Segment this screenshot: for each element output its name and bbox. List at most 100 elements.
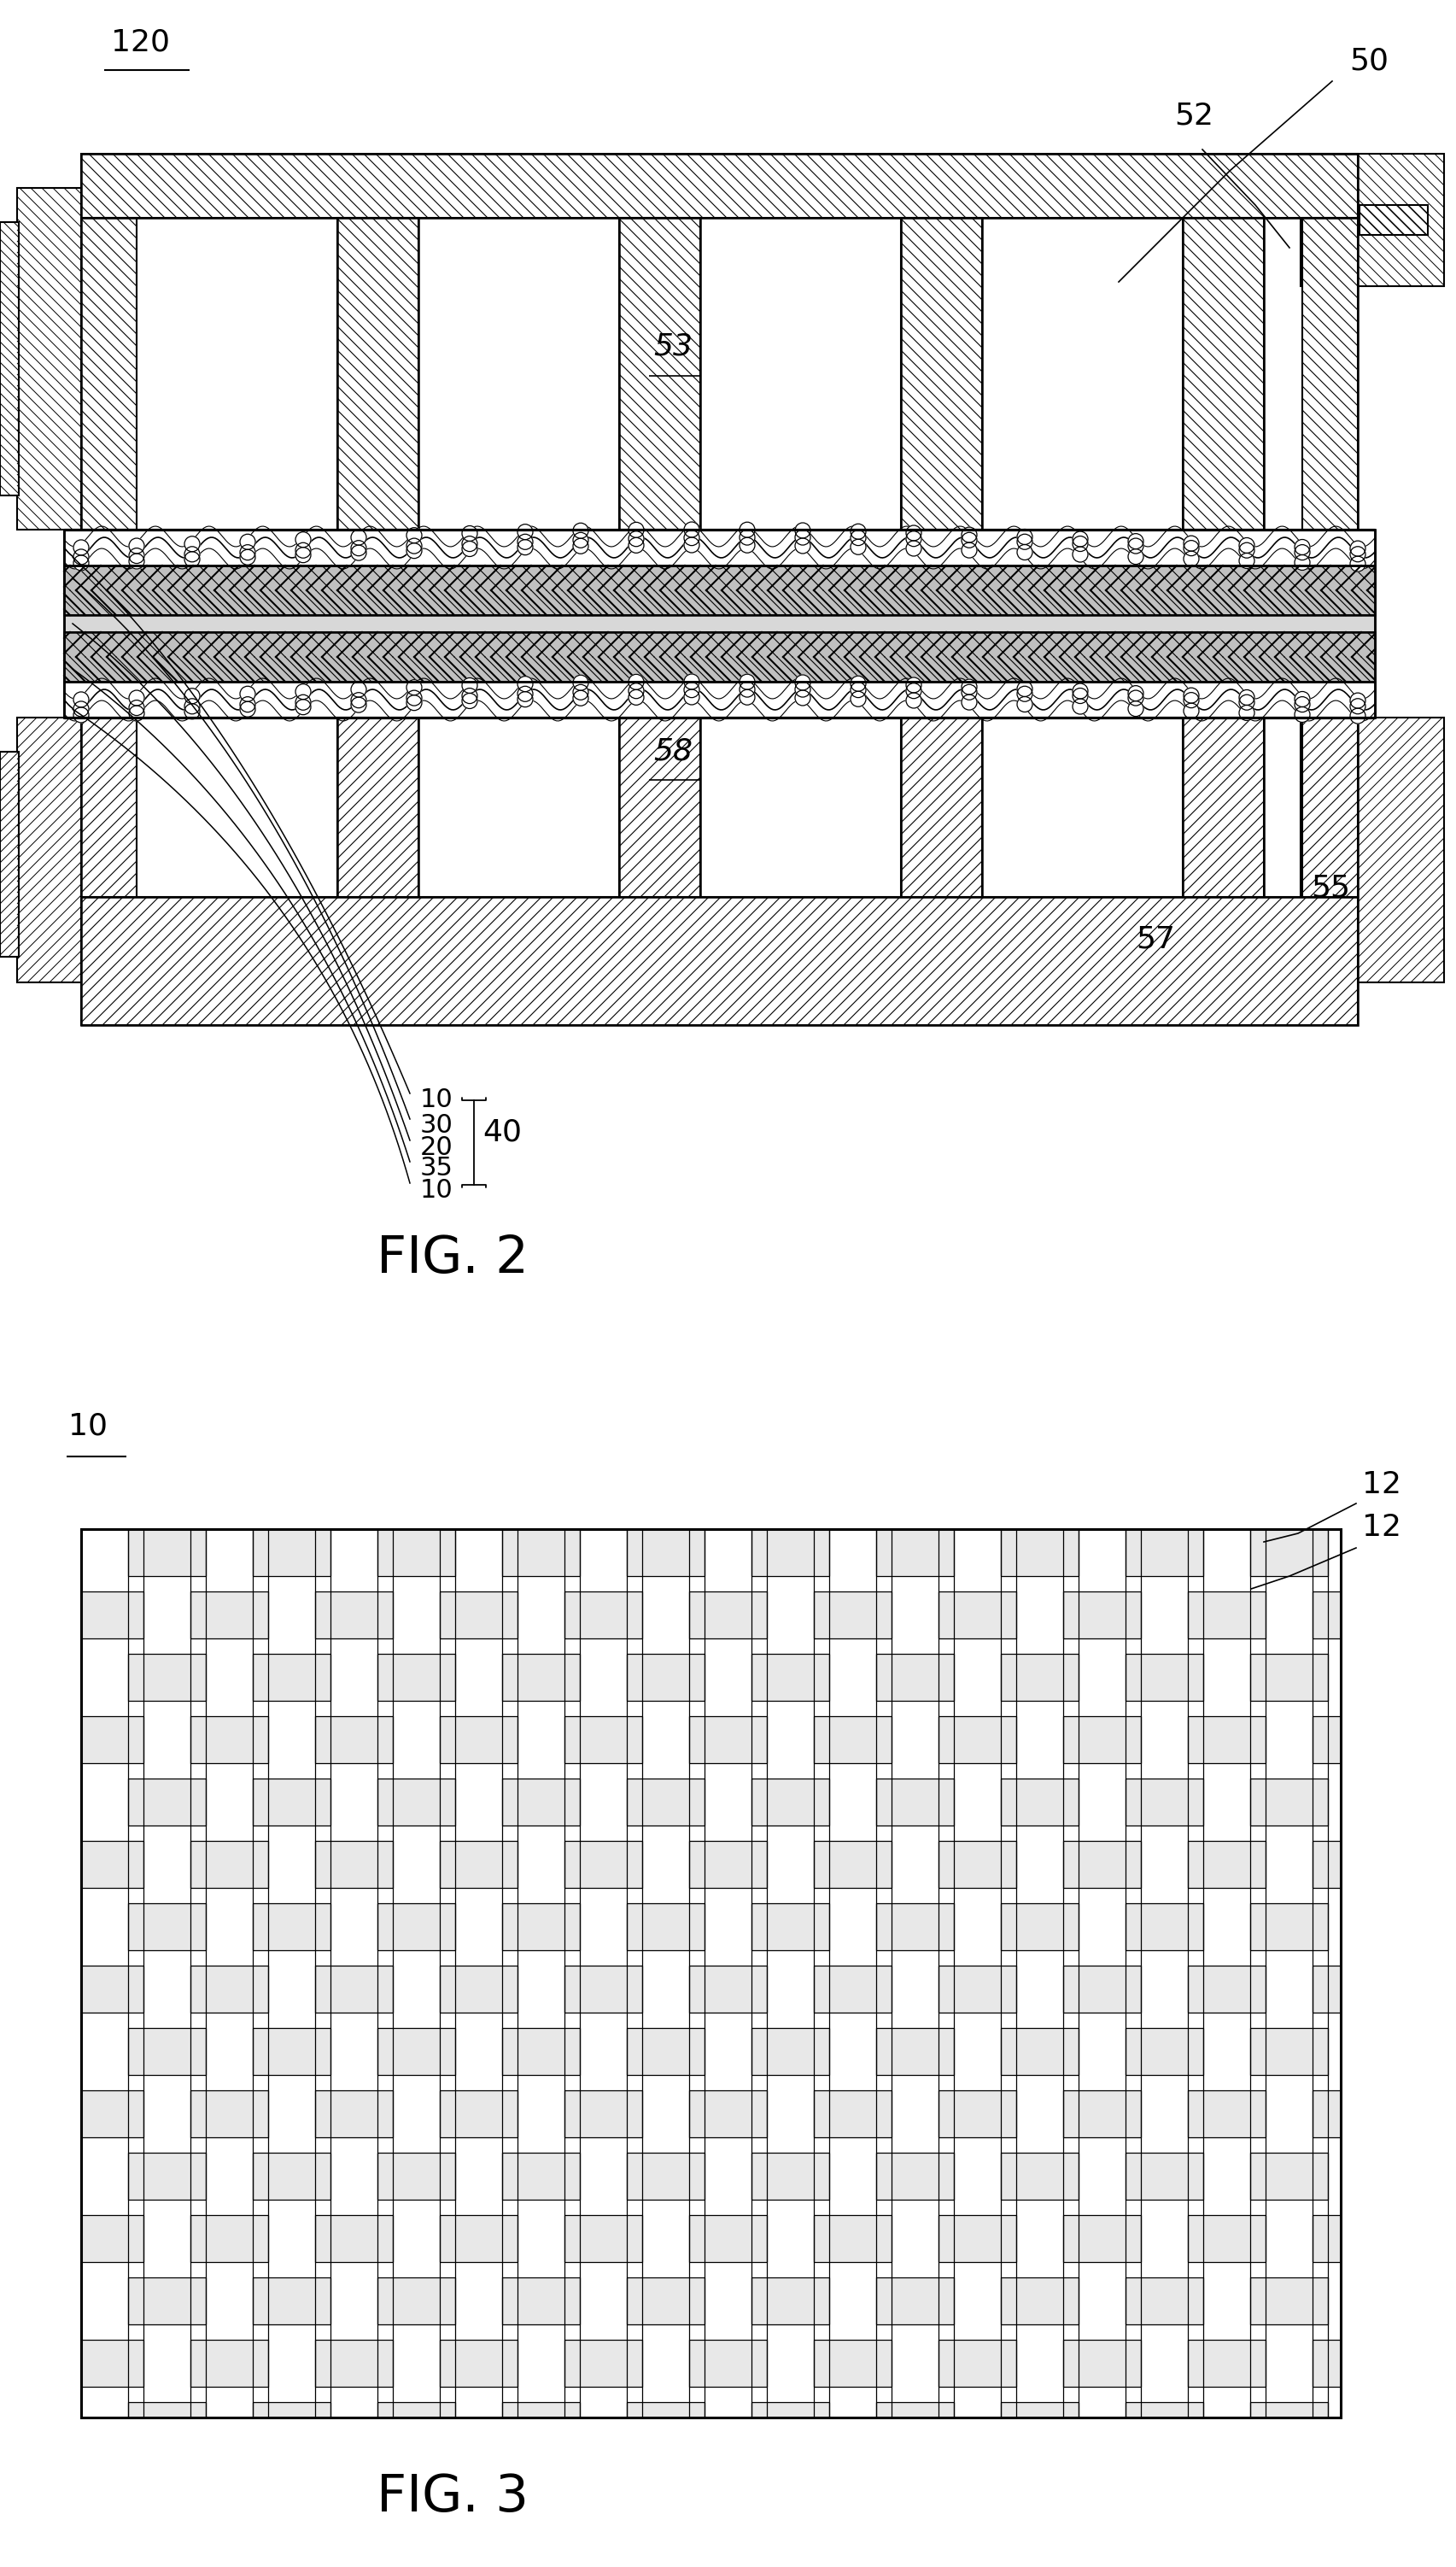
Circle shape bbox=[906, 531, 920, 547]
Bar bbox=[766, 1592, 814, 1638]
Bar bbox=[828, 1710, 875, 1771]
Bar bbox=[828, 2208, 875, 2269]
Bar bbox=[331, 2154, 377, 2200]
Bar bbox=[705, 2269, 751, 2331]
Circle shape bbox=[1239, 537, 1254, 552]
Circle shape bbox=[1182, 693, 1198, 708]
Bar bbox=[766, 2020, 814, 2082]
Bar bbox=[954, 1530, 1000, 1584]
Bar bbox=[1358, 205, 1427, 236]
Bar bbox=[828, 2082, 875, 2146]
Bar bbox=[619, 218, 700, 529]
Bar bbox=[205, 2154, 253, 2200]
Bar bbox=[1077, 1771, 1125, 1833]
Bar bbox=[1016, 1584, 1063, 1645]
Bar bbox=[517, 1966, 563, 2013]
Bar bbox=[1203, 2028, 1249, 2074]
Text: 10: 10 bbox=[419, 1088, 453, 1112]
Bar bbox=[766, 1710, 814, 1771]
Circle shape bbox=[73, 554, 89, 570]
Bar bbox=[454, 1710, 502, 1771]
Bar bbox=[1203, 2020, 1249, 2082]
Bar bbox=[642, 1966, 689, 2013]
Bar bbox=[954, 1645, 1000, 1710]
Circle shape bbox=[517, 534, 533, 549]
Text: 10: 10 bbox=[68, 1412, 108, 1440]
Bar bbox=[1326, 1833, 1340, 1894]
Bar bbox=[331, 2208, 377, 2269]
Text: FIG. 2: FIG. 2 bbox=[376, 1235, 529, 1284]
Bar bbox=[268, 2146, 314, 2208]
Bar bbox=[1016, 1841, 1063, 1887]
Bar bbox=[1265, 1592, 1312, 1638]
Circle shape bbox=[1350, 708, 1364, 724]
Circle shape bbox=[1294, 544, 1309, 560]
Circle shape bbox=[628, 691, 644, 706]
Bar bbox=[82, 1530, 1340, 1576]
Bar bbox=[705, 2154, 751, 2200]
Circle shape bbox=[740, 537, 754, 552]
Bar bbox=[82, 2020, 128, 2082]
Bar bbox=[705, 2146, 751, 2208]
Bar bbox=[17, 187, 83, 529]
Bar bbox=[393, 2020, 440, 2082]
Bar bbox=[331, 1584, 377, 1645]
Bar bbox=[1265, 1959, 1312, 2020]
Text: 12: 12 bbox=[1361, 1471, 1401, 1499]
Bar bbox=[205, 1530, 253, 1584]
Bar bbox=[517, 1530, 563, 1584]
Bar bbox=[331, 1902, 377, 1951]
Bar bbox=[828, 2020, 875, 2082]
Bar bbox=[642, 2215, 689, 2262]
Bar bbox=[82, 896, 1357, 1024]
Bar bbox=[205, 2403, 253, 2418]
Bar bbox=[705, 2277, 751, 2323]
Bar bbox=[331, 2331, 377, 2395]
Circle shape bbox=[684, 691, 699, 706]
Bar bbox=[1265, 1894, 1312, 1959]
Bar bbox=[205, 2277, 253, 2323]
Circle shape bbox=[684, 683, 699, 698]
Bar bbox=[1016, 2082, 1063, 2146]
Bar bbox=[268, 1592, 314, 1638]
Circle shape bbox=[850, 539, 865, 554]
Bar bbox=[1016, 2269, 1063, 2331]
Circle shape bbox=[1072, 547, 1088, 562]
Bar bbox=[828, 1959, 875, 2020]
Bar bbox=[766, 1841, 814, 1887]
Circle shape bbox=[351, 529, 365, 544]
Bar bbox=[143, 1894, 191, 1959]
Bar bbox=[517, 2269, 563, 2331]
Bar bbox=[1203, 1530, 1249, 1584]
Bar bbox=[82, 1530, 1340, 2418]
Circle shape bbox=[1294, 554, 1309, 570]
Bar bbox=[1077, 1530, 1125, 1584]
Bar bbox=[393, 1771, 440, 1833]
Bar bbox=[143, 2020, 191, 2082]
Bar bbox=[517, 1584, 563, 1645]
Bar bbox=[517, 2020, 563, 2082]
Bar bbox=[1077, 2146, 1125, 2208]
Bar bbox=[517, 1959, 563, 2020]
Bar bbox=[766, 2090, 814, 2138]
Bar bbox=[828, 1530, 875, 1584]
Bar bbox=[143, 2269, 191, 2331]
Bar bbox=[82, 719, 1357, 1024]
Bar bbox=[766, 1966, 814, 2013]
Bar bbox=[642, 2082, 689, 2146]
Bar bbox=[1326, 1902, 1340, 1951]
Bar bbox=[1203, 1959, 1249, 2020]
Bar bbox=[1203, 1902, 1249, 1951]
Bar bbox=[454, 2028, 502, 2074]
Bar bbox=[579, 2403, 626, 2418]
Bar bbox=[642, 2020, 689, 2082]
Circle shape bbox=[740, 521, 754, 537]
Bar bbox=[705, 1959, 751, 2020]
Bar bbox=[82, 2215, 1340, 2262]
Circle shape bbox=[740, 683, 754, 698]
Bar bbox=[205, 1653, 253, 1702]
Circle shape bbox=[795, 683, 810, 698]
Circle shape bbox=[850, 524, 865, 539]
Bar bbox=[1265, 1833, 1312, 1894]
Bar bbox=[1140, 1833, 1187, 1894]
